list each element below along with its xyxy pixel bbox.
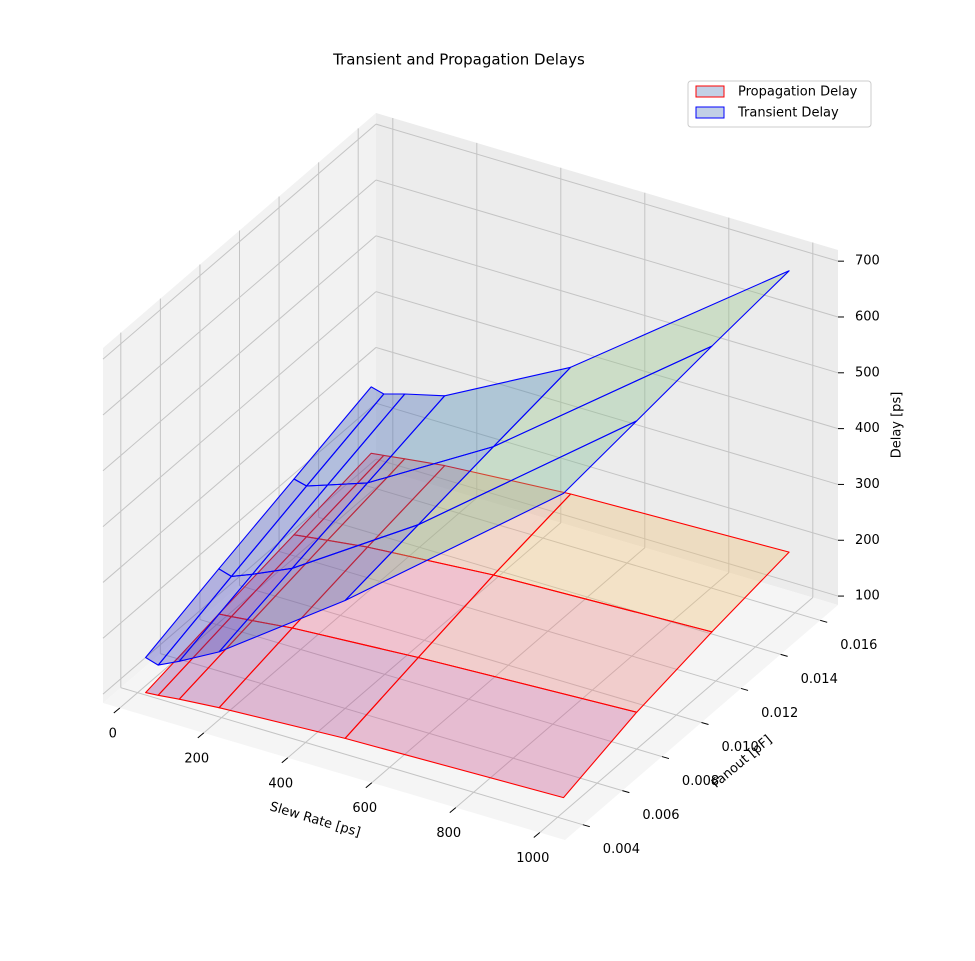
grid-line: [318, 516, 781, 655]
legend-swatch: [695, 106, 725, 119]
y-tick-label: 0.014: [801, 672, 838, 687]
grid-line: [102, 123, 377, 360]
grid-line: [102, 347, 377, 583]
x-tick-label: 800: [436, 826, 461, 841]
grid-line: [102, 402, 377, 639]
surface-face: [344, 420, 638, 602]
legend-label: Transient Delay: [737, 106, 839, 121]
y-tick-label: 0.008: [682, 774, 719, 789]
x-tick-label: 0: [109, 726, 117, 741]
panes: 0 200 400 600 800 1000 0.004 0.006 0.008 0.010 0.0…: [102, 113, 880, 866]
y-tick: [582, 824, 590, 828]
z-tick-label: 700: [855, 254, 880, 269]
y-tick: [820, 619, 828, 623]
grid-line: [375, 235, 839, 374]
grid-line: [375, 123, 839, 262]
x-tick-label: 1000: [516, 851, 549, 866]
surfaces: [145, 270, 790, 799]
x-tick-label: 200: [184, 751, 209, 766]
x-tick-label: 600: [352, 801, 377, 816]
grid-line: [199, 619, 663, 758]
z-tick-label: 400: [855, 421, 880, 436]
grid-line: [375, 458, 839, 597]
legend-swatch: [695, 85, 725, 98]
legend: Propagation Delay Transient Delay: [687, 80, 872, 128]
grid-line: [375, 402, 839, 541]
grid-line: [358, 482, 821, 621]
y-tick: [622, 790, 630, 794]
grid-line: [375, 291, 839, 430]
grid-line: [102, 291, 377, 527]
grid-line: [160, 653, 623, 792]
y-tick-label: 0.016: [840, 638, 877, 653]
y-tick: [780, 653, 788, 657]
grid-line: [102, 179, 377, 416]
chart-title: Transient and Propagation Delays: [332, 51, 585, 69]
x-tick: [365, 782, 373, 789]
grid-line: [375, 346, 839, 485]
x-tick: [197, 732, 205, 739]
x-tick: [449, 807, 457, 814]
grid-line: [239, 585, 702, 723]
z-tick-label: 500: [855, 365, 880, 380]
grid-line: [102, 235, 377, 472]
y-tick-label: 0.010: [722, 740, 759, 755]
y-tick: [701, 722, 709, 725]
z-tick-label: 100: [855, 589, 880, 604]
surface-face: [344, 656, 638, 799]
legend-label: Propagation Delay: [738, 85, 858, 100]
pane-back: [376, 113, 838, 605]
z-tick-label: 300: [855, 477, 880, 492]
x-axis-label: Slew Rate [ps]: [268, 799, 362, 840]
z-tick-label: 600: [855, 309, 880, 324]
grid-line: [120, 687, 583, 826]
x-tick: [533, 832, 541, 838]
y-tick-label: 0.012: [761, 706, 798, 721]
y-tick: [661, 756, 670, 760]
y-tick-label: 0.004: [603, 842, 640, 857]
z-tick-label: 200: [855, 533, 880, 548]
x-tick: [281, 757, 289, 764]
grid-line: [375, 179, 839, 318]
surface: [145, 270, 790, 666]
y-tick: [740, 687, 749, 691]
y-tick-label: 0.006: [642, 808, 679, 823]
x-tick-label: 400: [268, 776, 293, 791]
z-axis-label: Delay [ps]: [890, 392, 905, 459]
grid-line: [102, 458, 377, 695]
legend-box: [687, 80, 872, 128]
grid-line: [278, 550, 742, 689]
surface: [145, 452, 790, 799]
x-tick: [113, 707, 121, 714]
